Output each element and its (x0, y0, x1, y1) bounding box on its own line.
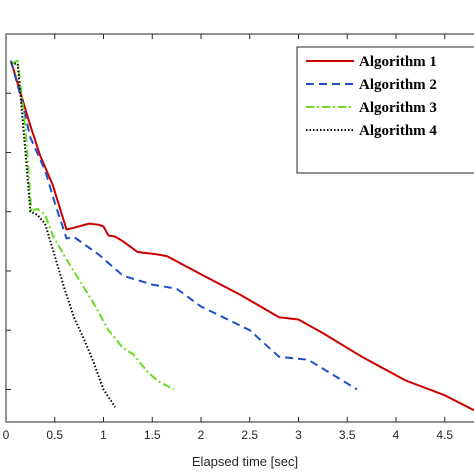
legend-items: Algorithm 1 Algorithm 2 Algorithm 3 Algorit… (306, 54, 437, 139)
x-tick-label: 3 (295, 428, 302, 442)
legend-label-algorithm-3: Algorithm 3 (359, 100, 437, 116)
x-axis-ticks: 0 0.5 1 1.5 2 2.5 3 3.5 4 4.5 (3, 34, 453, 442)
x-tick-label: 1.5 (144, 428, 161, 442)
x-tick-label: 4.5 (436, 428, 453, 442)
legend-label-algorithm-2: Algorithm 2 (359, 77, 437, 93)
x-tick-label: 0 (3, 428, 10, 442)
legend: Algorithm 1 Algorithm 2 Algorithm 3 Algorit… (296, 46, 474, 174)
legend-label-algorithm-1: Algorithm 1 (359, 54, 437, 70)
x-tick-label: 1 (100, 428, 107, 442)
x-tick-label: 0.5 (46, 428, 63, 442)
series-line-algorithm-1 (9, 60, 474, 412)
x-tick-label: 2.5 (241, 428, 258, 442)
legend-box (296, 46, 474, 174)
x-tick-label: 3.5 (339, 428, 356, 442)
legend-label-algorithm-4: Algorithm 4 (359, 123, 437, 139)
series-line-algorithm-4 (10, 62, 117, 408)
x-tick-label: 4 (393, 428, 400, 442)
x-tick-label: 2 (198, 428, 205, 442)
series-layer (9, 59, 474, 412)
series-line-algorithm-3 (11, 59, 175, 391)
series-line-algorithm-2 (9, 60, 358, 391)
x-axis-label: Elapsed time [sec] (192, 454, 298, 469)
y-axis-ticks (6, 33, 11, 390)
